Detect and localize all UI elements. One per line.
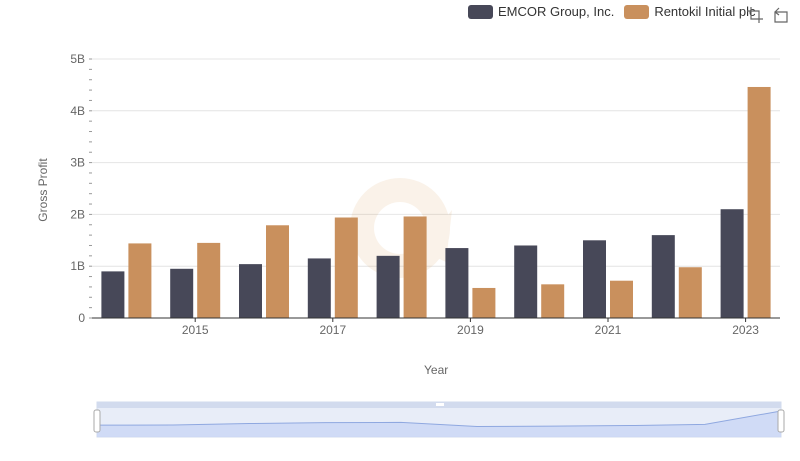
bar-rentokil [610, 280, 633, 318]
y-tick-label: 1B [70, 259, 85, 273]
legend-swatch-rentokil [624, 4, 650, 19]
bar-rentokil [747, 86, 771, 318]
data-zoom-slider[interactable] [93, 401, 785, 438]
bar-emcor [307, 258, 331, 318]
restore-icon[interactable] [772, 6, 790, 24]
bar-emcor [239, 264, 262, 318]
bar-emcor [445, 248, 469, 318]
bar-emcor [583, 240, 606, 318]
x-tick-label: 2021 [595, 323, 622, 337]
y-tick-label: 3B [70, 156, 85, 170]
watermark-logo [350, 178, 452, 278]
bar-emcor [514, 245, 538, 318]
bar-emcor [651, 235, 675, 318]
x-tick-label: 2019 [457, 323, 484, 337]
bar-rentokil [403, 216, 427, 318]
zoom-icon[interactable] [746, 6, 764, 24]
legend: EMCOR Group, Inc. Rentokil Initial plc [468, 4, 765, 19]
bar-rentokil [541, 284, 565, 318]
legend-label-rentokil: Rentokil Initial plc [654, 4, 756, 19]
zoom-handle-right [777, 409, 785, 433]
legend-label-emcor: EMCOR Group, Inc. [498, 4, 615, 19]
zoom-handle-left [93, 409, 101, 433]
bar-rentokil [266, 225, 289, 318]
bar-emcor [376, 255, 400, 318]
zoom-slider-line [96, 410, 782, 428]
x-tick-label: 2015 [182, 323, 209, 337]
bars [101, 86, 771, 318]
legend-swatch-emcor [468, 4, 493, 19]
bar-rentokil [472, 287, 496, 318]
axes: 0 1B 2B 3B 4B 5B 2015 2017 2019 2021 2023 [70, 52, 780, 337]
zoom-slider-area [97, 411, 781, 437]
bar-rentokil [334, 217, 358, 318]
y-tick-label: 0 [78, 311, 85, 325]
y-tick-label: 5B [70, 52, 85, 66]
y-axis-title: Gross Profit [36, 158, 50, 222]
bar-emcor [720, 209, 744, 318]
bar-rentokil [678, 267, 702, 318]
legend-item-emcor[interactable]: EMCOR Group, Inc. [468, 4, 614, 19]
bar-rentokil [197, 242, 221, 318]
y-tick-label: 4B [70, 104, 85, 118]
toolbox [746, 6, 798, 24]
x-tick-label: 2023 [732, 323, 759, 337]
zoom-drag-grip [436, 403, 444, 406]
legend-item-rentokil[interactable]: Rentokil Initial plc [624, 4, 755, 19]
y-tick-label: 2B [70, 207, 85, 221]
bar-rentokil [128, 243, 152, 318]
x-tick-label: 2017 [319, 323, 346, 337]
bar-emcor [101, 271, 125, 318]
bar-emcor [170, 268, 194, 318]
x-axis-title: Year [424, 363, 449, 377]
